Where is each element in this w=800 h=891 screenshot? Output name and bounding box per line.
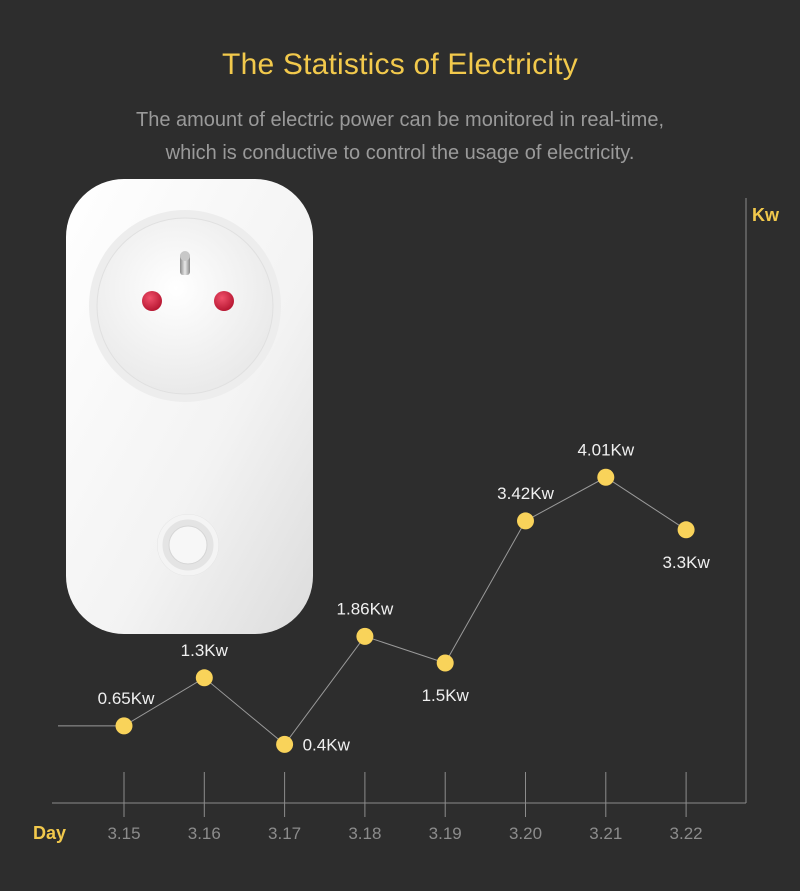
smart-plug-image — [66, 179, 313, 634]
data-label-3.20: 3.42Kw — [497, 484, 554, 503]
x-tick-label-6: 3.21 — [589, 824, 622, 843]
x-tick-label-4: 3.19 — [429, 824, 462, 843]
socket-face — [96, 217, 274, 395]
data-label-3.16: 1.3Kw — [181, 641, 229, 660]
data-label-3.17: 0.4Kw — [303, 735, 351, 754]
data-label-3.21: 4.01Kw — [577, 440, 634, 459]
socket-hole-left-icon — [142, 291, 162, 311]
data-point-3.16 — [195, 669, 213, 687]
data-point-3.22 — [677, 521, 695, 539]
x-tick-label-0: 3.15 — [107, 824, 140, 843]
page-title: The Statistics of Electricity — [222, 48, 578, 81]
data-point-3.17 — [276, 735, 294, 753]
x-tick-label-1: 3.16 — [188, 824, 221, 843]
x-tick-label-2: 3.17 — [268, 824, 301, 843]
data-point-3.21 — [597, 468, 615, 486]
y-axis-title: Kw — [752, 205, 780, 225]
x-axis-title: Day — [33, 823, 66, 843]
page-subtitle: The amount of electric power can be moni… — [0, 104, 800, 170]
subtitle-line-1: The amount of electric power can be moni… — [135, 109, 665, 131]
x-axis-ticks — [123, 772, 687, 817]
data-label-3.19: 1.5Kw — [422, 686, 470, 705]
data-point-3.15 — [115, 717, 133, 735]
data-point-3.20 — [517, 512, 534, 530]
data-labels: 0.65Kw 1.3Kw 0.4Kw 1.86Kw 1.5Kw 3.42Kw 4.01Kw 3… — [98, 440, 711, 754]
x-axis-tick-labels: 3.15 3.16 3.17 3.18 3.19 3.20 3.21 3.22 — [107, 824, 702, 843]
power-button-icon[interactable] — [157, 514, 219, 576]
subtitle-line-2: which is conductive to control the usage… — [165, 142, 635, 164]
data-label-3.15: 0.65Kw — [98, 689, 155, 708]
data-points — [115, 468, 695, 753]
x-tick-label-5: 3.20 — [509, 824, 542, 843]
x-tick-label-3: 3.18 — [348, 824, 381, 843]
x-tick-label-7: 3.22 — [670, 824, 703, 843]
data-label-3.18: 1.86Kw — [337, 599, 394, 618]
data-point-3.19 — [436, 654, 454, 672]
data-point-3.18 — [356, 627, 374, 645]
data-label-3.22: 3.3Kw — [662, 553, 710, 572]
socket-hole-right-icon — [214, 291, 234, 311]
